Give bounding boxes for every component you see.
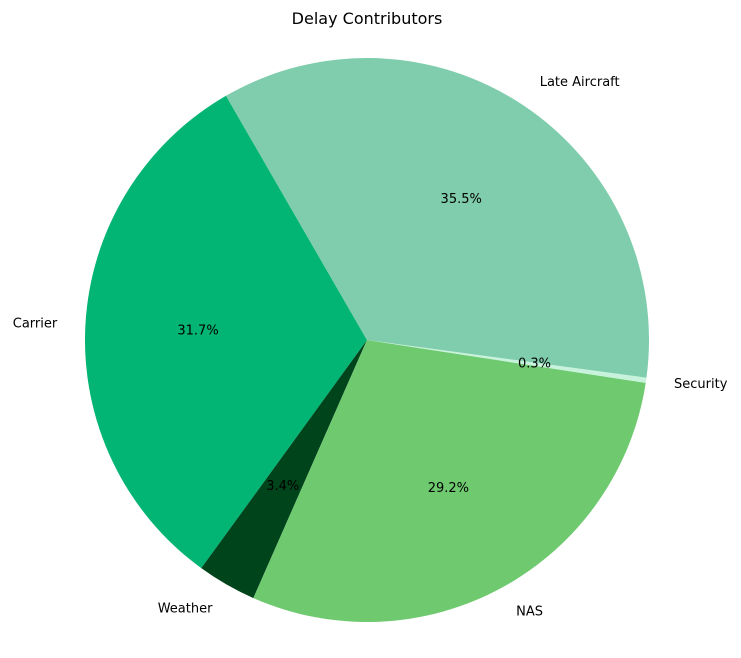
slice-label-nas: NAS	[516, 604, 543, 619]
percent-label-security: 0.3%	[518, 357, 551, 372]
percent-label-carrier: 31.7%	[177, 324, 218, 339]
slice-label-weather: Weather	[158, 601, 213, 616]
percent-label-weather: 3.4%	[266, 479, 299, 494]
percent-label-late-aircraft: 35.5%	[441, 192, 482, 207]
slice-label-late-aircraft: Late Aircraft	[540, 75, 620, 90]
percent-label-nas: 29.2%	[428, 481, 469, 496]
pie-slice-weather	[201, 340, 367, 599]
slice-label-security: Security	[674, 377, 728, 392]
pie-slice-carrier	[85, 95, 367, 569]
slice-labels: Carrier Weather NAS Security Late Aircraft	[13, 75, 728, 620]
pie-slice-late-aircraft	[226, 58, 649, 378]
pie-slice-security	[367, 340, 647, 383]
chart-title: Delay Contributors	[292, 9, 443, 28]
slice-label-carrier: Carrier	[13, 316, 58, 331]
pie-slice-nas	[253, 340, 646, 622]
percent-labels: 31.7% 3.4% 29.2% 0.3% 35.5%	[177, 192, 551, 496]
pie-slices	[85, 58, 649, 622]
